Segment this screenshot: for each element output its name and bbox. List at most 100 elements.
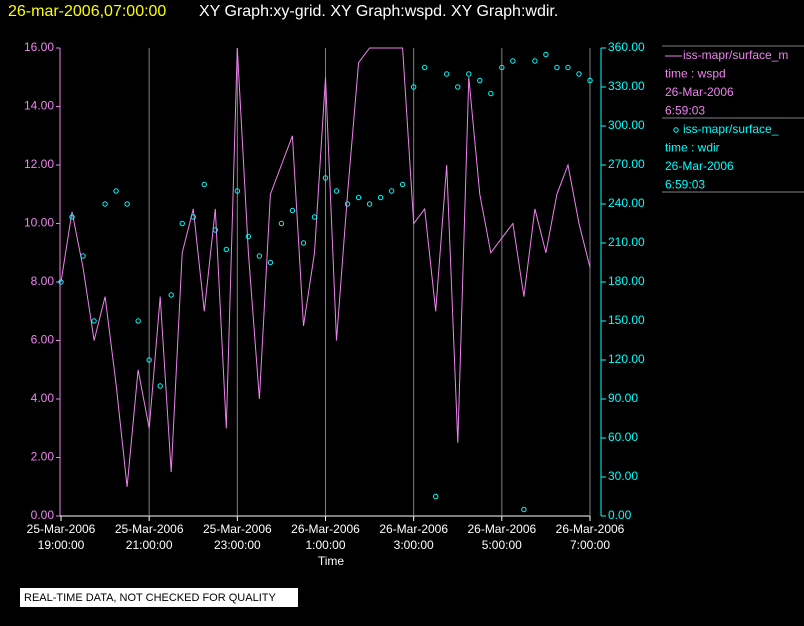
x-tick-label: 25-Mar-2006 <box>27 522 96 536</box>
point <box>267 259 274 266</box>
point <box>488 90 494 97</box>
y-tick-label: 2.00 <box>31 450 55 464</box>
y2-tick-label: 360.00 <box>608 40 645 54</box>
point <box>80 253 86 259</box>
chart-title: 26-mar-2006,07:00:00 <box>8 3 166 20</box>
point <box>300 240 307 246</box>
point <box>444 71 450 77</box>
y2-tick-label: 120.00 <box>608 352 645 366</box>
x-tick-label: 26-Mar-2006 <box>556 522 625 536</box>
point <box>377 194 384 201</box>
y2-tick-label: 60.00 <box>608 430 638 444</box>
point <box>234 188 241 194</box>
point <box>366 201 373 207</box>
point <box>521 506 527 513</box>
point <box>256 253 263 259</box>
point <box>410 84 417 90</box>
point <box>124 201 130 207</box>
point <box>333 188 340 194</box>
point <box>157 383 163 389</box>
point <box>466 71 472 77</box>
point <box>113 188 119 194</box>
y2-tick-label: 330.00 <box>608 79 645 93</box>
x-axis-label: Time <box>318 554 345 568</box>
x-tick-label: 26-Mar-2006 <box>379 522 448 536</box>
point <box>135 318 141 324</box>
y2-tick-label: 30.00 <box>608 469 638 483</box>
y2-tick-label: 300.00 <box>608 118 645 132</box>
point <box>289 207 296 214</box>
point <box>245 233 252 240</box>
point <box>565 64 571 71</box>
y2-tick-label: 0.00 <box>608 508 632 522</box>
x-tick-label: 21:00:00 <box>126 538 173 552</box>
legend-label: iss-mapr/surface_m <box>683 48 788 62</box>
x-tick-label: 23:00:00 <box>214 538 261 552</box>
point <box>499 64 505 71</box>
x-tick-label: 25-Mar-2006 <box>203 522 272 536</box>
x-tick-label: 26-Mar-2006 <box>467 522 536 536</box>
x-tick-label: 19:00:00 <box>38 538 85 552</box>
point <box>58 279 64 285</box>
point <box>278 220 285 227</box>
legend-swatch <box>673 127 679 133</box>
point <box>433 493 439 500</box>
y-tick-label: 14.00 <box>24 99 54 113</box>
y2-tick-label: 180.00 <box>608 274 645 288</box>
x-tick-label: 3:00:00 <box>394 538 434 552</box>
point <box>477 77 483 84</box>
y-tick-label: 6.00 <box>31 333 55 347</box>
point <box>554 64 560 71</box>
point <box>91 318 97 324</box>
point <box>587 77 593 84</box>
point <box>102 201 108 207</box>
point <box>455 84 461 90</box>
annotation: REAL-TIME DATA, NOT CHECKED FOR QUALITY <box>24 592 276 604</box>
x-tick-label: 1:00:00 <box>305 538 345 552</box>
point <box>146 357 152 363</box>
point <box>532 58 538 64</box>
y2-tick-label: 270.00 <box>608 157 645 171</box>
point <box>399 181 406 188</box>
point <box>543 51 549 58</box>
legend-info: time : wdir <box>665 141 720 155</box>
point <box>190 214 196 220</box>
y2-tick-label: 90.00 <box>608 391 638 405</box>
point <box>322 175 329 181</box>
point <box>388 188 395 194</box>
point <box>212 227 218 233</box>
legend-label: iss-mapr/surface_ <box>683 122 779 136</box>
line <box>60 47 591 487</box>
chart-subtitle: XY Graph:xy-grid. XY Graph:wspd. XY Grap… <box>199 3 558 20</box>
annotation-box <box>20 588 298 607</box>
point <box>311 214 318 220</box>
x-tick-label: 25-Mar-2006 <box>115 522 184 536</box>
point <box>421 64 428 71</box>
y-tick-label: 10.00 <box>24 216 54 230</box>
x-tick-label: 26-Mar-2006 <box>291 522 360 536</box>
y2-tick-label: 240.00 <box>608 196 645 210</box>
point <box>69 214 75 220</box>
x-tick-label: 5:00:00 <box>482 538 522 552</box>
y2-tick-label: 150.00 <box>608 313 645 327</box>
point <box>168 292 174 298</box>
legend-info: time : wspd <box>665 67 726 81</box>
point <box>201 181 207 188</box>
point <box>179 220 185 227</box>
legend-info: 6:59:03 <box>665 178 705 192</box>
point <box>223 246 230 253</box>
point <box>576 71 582 77</box>
y2-tick-label: 210.00 <box>608 235 645 249</box>
x-tick-label: 7:00:00 <box>570 538 610 552</box>
legend-info: 26-Mar-2006 <box>665 85 734 99</box>
legend-info: 26-Mar-2006 <box>665 159 734 173</box>
point <box>510 58 516 64</box>
point <box>344 201 351 207</box>
point <box>355 194 362 201</box>
y-tick-label: 4.00 <box>31 391 55 405</box>
y-tick-label: 16.00 <box>24 40 54 54</box>
